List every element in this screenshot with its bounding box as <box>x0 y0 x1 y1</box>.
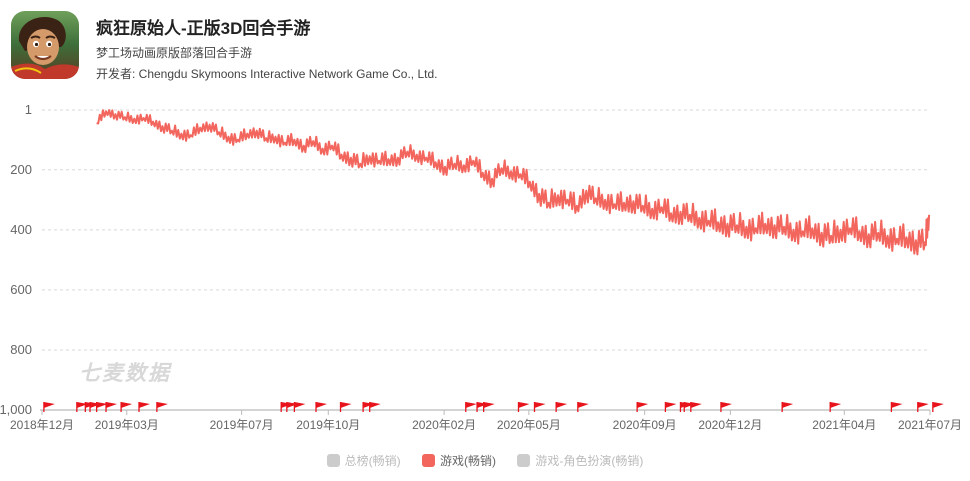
legend-swatch <box>517 454 531 467</box>
event-flag-icon[interactable] <box>720 402 732 412</box>
event-flag-icon[interactable] <box>517 402 530 412</box>
event-flag-icon[interactable] <box>293 402 306 412</box>
legend-swatch <box>422 454 435 467</box>
x-tick-label: 2019年03月 <box>95 418 159 432</box>
legend-label: 游戏(畅销) <box>440 454 496 468</box>
chart-legend: 总榜(畅销) 游戏(畅销) 游戏-角色扮演(畅销) <box>0 452 970 470</box>
x-tick-label: 2020年09月 <box>613 418 677 432</box>
event-flag-icon[interactable] <box>156 402 168 412</box>
event-flag-icon[interactable] <box>781 402 794 412</box>
caveman-icon <box>11 11 79 79</box>
x-tick-label: 2018年12月 <box>10 418 74 432</box>
event-flag-icon[interactable] <box>315 402 328 412</box>
x-tick-label: 2021年07月 <box>898 418 962 432</box>
event-flag-icon[interactable] <box>339 402 352 412</box>
app-header: 疯狂原始人-正版3D回合手游 梦工场动画原版部落回合手游 开发者: Chengd… <box>11 9 950 89</box>
event-flag-icon[interactable] <box>577 402 589 412</box>
x-tick-label: 2019年10月 <box>296 418 360 432</box>
event-flag-icon[interactable] <box>890 402 903 412</box>
legend-label: 游戏-角色扮演(畅销) <box>535 454 644 468</box>
legend-label: 总榜(畅销) <box>344 454 401 468</box>
event-flag-icon[interactable] <box>533 402 546 412</box>
legend-item-rpg[interactable]: 游戏-角色扮演(畅销) <box>517 452 643 469</box>
event-flag-icon[interactable] <box>555 402 568 412</box>
legend-item-games[interactable]: 游戏(畅销) <box>422 452 496 469</box>
event-flag-icon[interactable] <box>465 402 477 412</box>
legend-swatch <box>326 454 340 467</box>
y-tick-label: 800 <box>10 342 32 357</box>
y-tick-label: 200 <box>10 162 32 177</box>
event-flag-icon[interactable] <box>43 402 55 412</box>
event-flag-icon[interactable] <box>932 402 944 412</box>
event-flag-icon[interactable] <box>829 402 842 412</box>
app-subtitle: 梦工场动画原版部落回合手游 <box>96 46 253 60</box>
event-flag-icon[interactable] <box>120 402 133 412</box>
y-tick-label: 600 <box>10 282 32 297</box>
event-flag-icon[interactable] <box>95 402 108 412</box>
event-flag-icon[interactable] <box>482 402 495 412</box>
event-flag-icon[interactable] <box>664 402 677 412</box>
y-tick-label: 1,000 <box>0 402 32 417</box>
event-flag-icon[interactable] <box>636 402 649 412</box>
x-tick-label: 2020年12月 <box>698 418 762 432</box>
event-flag-icon[interactable] <box>369 402 381 412</box>
app-icon <box>11 11 79 79</box>
x-tick-label: 2019年07月 <box>210 418 274 432</box>
x-tick-label: 2020年02月 <box>412 418 476 432</box>
event-flag-icon[interactable] <box>917 402 929 412</box>
app-developer: 开发者: Chengdu Skymoons Interactive Networ… <box>96 67 438 81</box>
y-tick-label: 1 <box>25 102 32 117</box>
event-flag-icon[interactable] <box>138 402 150 412</box>
app-title: 疯狂原始人-正版3D回合手游 <box>96 19 311 38</box>
event-flag-icon[interactable] <box>105 402 118 412</box>
x-tick-label: 2020年05月 <box>497 418 561 432</box>
legend-item-overall[interactable]: 总榜(畅销) <box>326 452 401 469</box>
watermark: 七麦数据 <box>79 362 171 385</box>
series-line-games <box>96 109 931 256</box>
x-tick-label: 2021年04月 <box>812 418 876 432</box>
y-tick-label: 400 <box>10 222 32 237</box>
event-flag-icon[interactable] <box>690 402 702 412</box>
